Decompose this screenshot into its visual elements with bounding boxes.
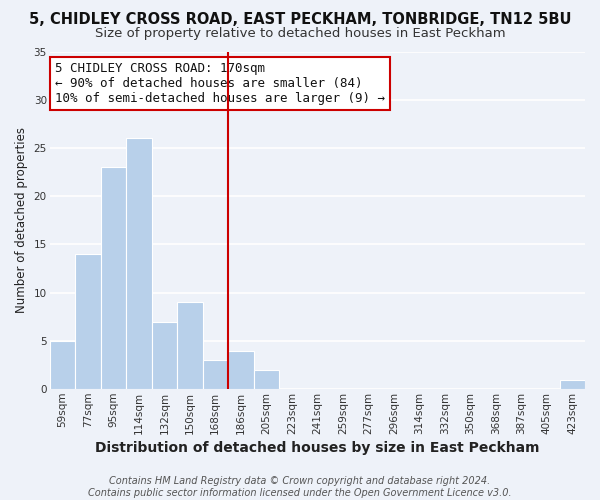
Text: Contains HM Land Registry data © Crown copyright and database right 2024.
Contai: Contains HM Land Registry data © Crown c… (88, 476, 512, 498)
Bar (228, 350, 254, 389)
Y-axis label: Number of detached properties: Number of detached properties (15, 128, 28, 314)
Text: Size of property relative to detached houses in East Peckham: Size of property relative to detached ho… (95, 28, 505, 40)
Bar (101, 168, 126, 389)
Text: 5 CHIDLEY CROSS ROAD: 170sqm
← 90% of detached houses are smaller (84)
10% of se: 5 CHIDLEY CROSS ROAD: 170sqm ← 90% of de… (55, 62, 385, 104)
X-axis label: Distribution of detached houses by size in East Peckham: Distribution of detached houses by size … (95, 441, 539, 455)
Bar (75, 254, 101, 389)
Bar (152, 322, 177, 389)
Text: 5, CHIDLEY CROSS ROAD, EAST PECKHAM, TONBRIDGE, TN12 5BU: 5, CHIDLEY CROSS ROAD, EAST PECKHAM, TON… (29, 12, 571, 28)
Bar (203, 360, 228, 389)
Bar (126, 138, 152, 389)
Bar (50, 341, 75, 389)
Bar (560, 380, 585, 389)
Bar (177, 302, 203, 389)
Bar (254, 370, 279, 389)
